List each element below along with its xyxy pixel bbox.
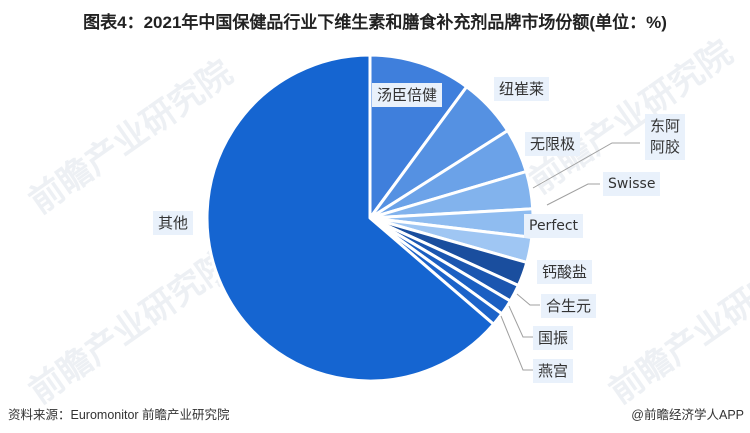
label-dongee-line2: 阿胶 — [650, 138, 681, 156]
leader-line-swisse — [546, 183, 600, 206]
leader-lines — [500, 142, 640, 371]
label-perfect: Perfect — [524, 214, 584, 238]
leader-line-guozhen — [508, 305, 533, 338]
label-guozhen: 国振 — [533, 326, 574, 350]
label-others: 其他 — [153, 211, 194, 235]
leader-line-biostime — [516, 293, 540, 306]
label-biostime: 合生元 — [541, 294, 597, 318]
credit-note: @前瞻经济学人APP — [631, 408, 744, 422]
label-nutrilite: 纽崔莱 — [494, 77, 550, 101]
chart-title: 图表4：2021年中国保健品行业下维生素和膳食补充剂品牌市场份额(单位：%) — [83, 13, 667, 32]
leader-line-dongee — [532, 142, 640, 189]
label-infinitus: 无限极 — [525, 132, 581, 156]
label-tangchen: 汤臣倍健 — [372, 83, 443, 107]
label-dongee-line1: 东阿 — [650, 117, 681, 135]
leader-line-yangong — [500, 315, 533, 371]
label-yangong: 燕宫 — [533, 359, 574, 383]
pie-slice-10 — [205, 53, 496, 383]
label-dongee: 东阿 阿胶 — [645, 114, 686, 160]
source-note: 资料来源：Euromonitor 前瞻产业研究院 — [8, 408, 230, 422]
label-calcium: 钙酸盐 — [537, 260, 593, 284]
label-swisse: Swisse — [603, 172, 661, 196]
pie-slices — [205, 53, 535, 383]
